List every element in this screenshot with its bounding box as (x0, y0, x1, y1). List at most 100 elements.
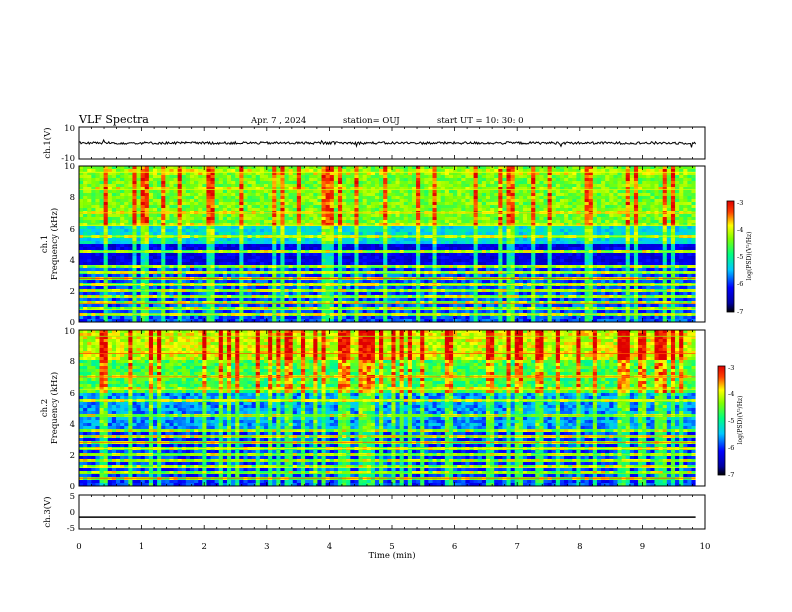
spectrogram-cell (469, 232, 474, 236)
spectrogram-cell (379, 187, 384, 191)
spectrogram-cell (440, 247, 446, 251)
spectrogram-cell (132, 316, 137, 320)
spectrogram-cell (325, 181, 331, 185)
spectrogram-cell (116, 298, 121, 302)
spectrogram-cell (165, 271, 170, 275)
spectrogram-cell (263, 298, 269, 302)
spectrogram-cell (440, 196, 446, 200)
spectrogram-cell (325, 304, 331, 308)
spectrogram-cell (461, 229, 466, 233)
spectrogram-cell (424, 238, 429, 242)
spectrogram-cell (251, 313, 257, 317)
spectrogram-cell (374, 205, 380, 209)
spectrogram-cell (358, 226, 363, 230)
spectrogram-cell (276, 166, 281, 170)
spectrogram-cell (87, 268, 92, 272)
spectrogram-cell (469, 265, 474, 269)
spectrogram-cell (198, 235, 203, 239)
spectrogram-cell (169, 184, 174, 188)
spectrogram-cell (444, 214, 450, 218)
spectrogram-cell (111, 202, 117, 206)
spectrogram-cell (235, 241, 240, 245)
spectrogram-cell (247, 268, 252, 272)
spectrogram-cell (366, 310, 372, 314)
spectrogram-cell (202, 196, 207, 200)
spectrogram-cell (420, 175, 425, 179)
spectrogram-cell (448, 226, 454, 230)
spectrogram-cell (428, 202, 433, 206)
spectrogram-cell (239, 238, 244, 242)
spectrogram-cell (124, 184, 129, 188)
spectrogram-cell (374, 274, 380, 278)
spectrogram-cell (263, 196, 269, 200)
spectrogram-cell (461, 205, 466, 209)
spectrogram-cell (136, 313, 141, 317)
spectrogram-cell (465, 229, 470, 233)
spectrogram-cell (411, 199, 417, 203)
spectrogram-cell (337, 196, 343, 200)
spectrogram-cell (235, 232, 240, 236)
spectrogram-cell (366, 244, 372, 248)
spectrogram-cell (185, 172, 191, 176)
spectrogram-cell (136, 214, 141, 218)
spectrogram-cell (103, 166, 109, 170)
spectrogram-cell (296, 202, 302, 206)
spectrogram-cell (259, 262, 265, 266)
spectrogram-cell (157, 253, 162, 257)
spectrogram-cell (189, 259, 195, 263)
spectrogram-cell (354, 313, 359, 317)
spectrogram-cell (366, 232, 372, 236)
spectrogram-cell (259, 238, 265, 242)
spectrogram-cell (374, 244, 380, 248)
spectrogram-cell (288, 187, 294, 191)
spectrogram-cell (99, 244, 104, 248)
spectrogram-cell (276, 310, 281, 314)
spectrogram-cell (99, 229, 104, 233)
spectrogram-cell (136, 193, 141, 197)
spectrogram-cell (337, 274, 343, 278)
spectrogram-cell (395, 307, 400, 311)
spectrogram-cell (391, 184, 396, 188)
spectrogram-cell (218, 247, 224, 251)
spectrogram-cell (231, 214, 236, 218)
spectrogram-cell (370, 274, 376, 278)
spectrogram-cell (444, 178, 450, 182)
spectrogram-cell (255, 169, 261, 173)
spectrogram-cell (235, 301, 240, 305)
spectrogram-cell (95, 265, 100, 269)
spectrogram-cell (181, 229, 187, 233)
spectrogram-cell (383, 286, 388, 290)
spectrogram-cell (448, 199, 454, 203)
spectrogram-cell (107, 247, 113, 251)
spectrogram-cell (370, 214, 376, 218)
spectrogram-cell (317, 286, 322, 290)
spectrogram-cell (362, 247, 368, 251)
spectrogram-cell (103, 172, 109, 176)
spectrogram-cell (383, 301, 388, 305)
spectrogram-cell (120, 193, 125, 197)
spectrogram-cell (383, 310, 388, 314)
spectrogram-cell (202, 244, 207, 248)
spectrogram-cell (132, 175, 137, 179)
spectrogram-cell (292, 271, 298, 275)
spectrogram-cell (403, 280, 409, 284)
spectrogram-cell (116, 274, 121, 278)
spectrogram-cell (465, 166, 470, 170)
spectrogram-cell (87, 235, 92, 239)
spectrogram-cell (103, 313, 109, 317)
spectrogram-cell (247, 319, 252, 323)
spectrogram-cell (165, 169, 170, 173)
spectrogram-cell (296, 313, 302, 317)
spectrogram-cell (428, 241, 433, 245)
spectrogram-cell (300, 217, 306, 221)
spectrogram-cell (185, 220, 191, 224)
spectrogram-cell (342, 223, 347, 227)
spectrogram-cell (263, 217, 269, 221)
spectrogram-cell (428, 196, 433, 200)
spectrogram-cell (374, 178, 380, 182)
spectrogram-cell (333, 256, 339, 260)
spectrogram-cell (444, 280, 450, 284)
spectrogram-cell (457, 190, 462, 194)
spectrogram-cell (202, 226, 207, 230)
spectrogram-cell (144, 319, 150, 323)
